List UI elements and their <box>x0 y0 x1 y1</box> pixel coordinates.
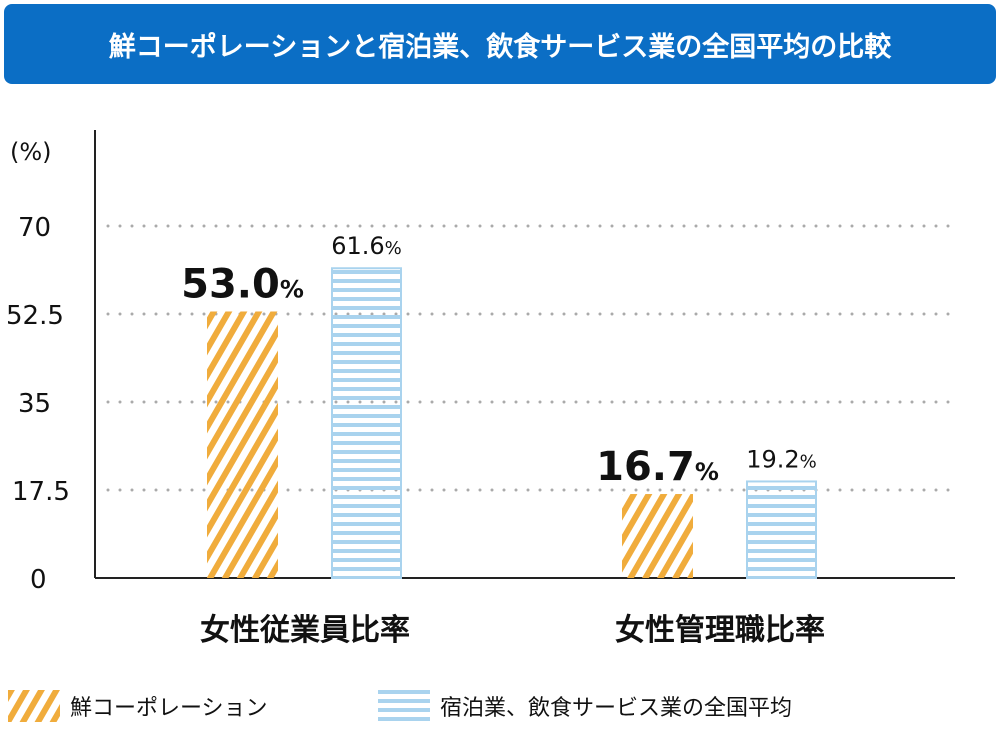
bar-national <box>746 480 817 579</box>
x-tick-label: 女性管理職比率 <box>615 613 825 648</box>
legend-swatch-horizontal <box>378 690 430 722</box>
legend-item-company: 鮮コーポレーション <box>8 690 268 722</box>
y-axis-label: (%) <box>10 138 52 166</box>
bar-national <box>331 267 402 579</box>
legend-swatch-diagonal <box>8 690 60 722</box>
legend-item-national: 宿泊業、飲食サービス業の全国平均 <box>378 690 792 722</box>
chart-title: 鮮コーポレーションと宿泊業、飲食サービス業の全国平均の比較 <box>4 4 996 84</box>
y-tick-label: 35 <box>18 389 51 419</box>
legend-label: 宿泊業、飲食サービス業の全国平均 <box>440 696 793 721</box>
data-label: 61.6% <box>331 232 402 260</box>
x-tick-label: 女性従業員比率 <box>200 613 410 648</box>
y-tick-label: 70 <box>18 213 51 243</box>
legend-label: 鮮コーポレーション <box>70 696 268 721</box>
bar-company <box>207 311 278 578</box>
y-tick-label: 52.5 <box>6 301 64 331</box>
data-label: 16.7% <box>596 444 719 490</box>
y-tick-label: 17.5 <box>12 477 70 507</box>
y-tick-label: 0 <box>30 565 47 595</box>
bar-company <box>622 494 693 578</box>
data-label: 53.0% <box>181 261 304 307</box>
data-label: 19.2% <box>746 445 817 473</box>
